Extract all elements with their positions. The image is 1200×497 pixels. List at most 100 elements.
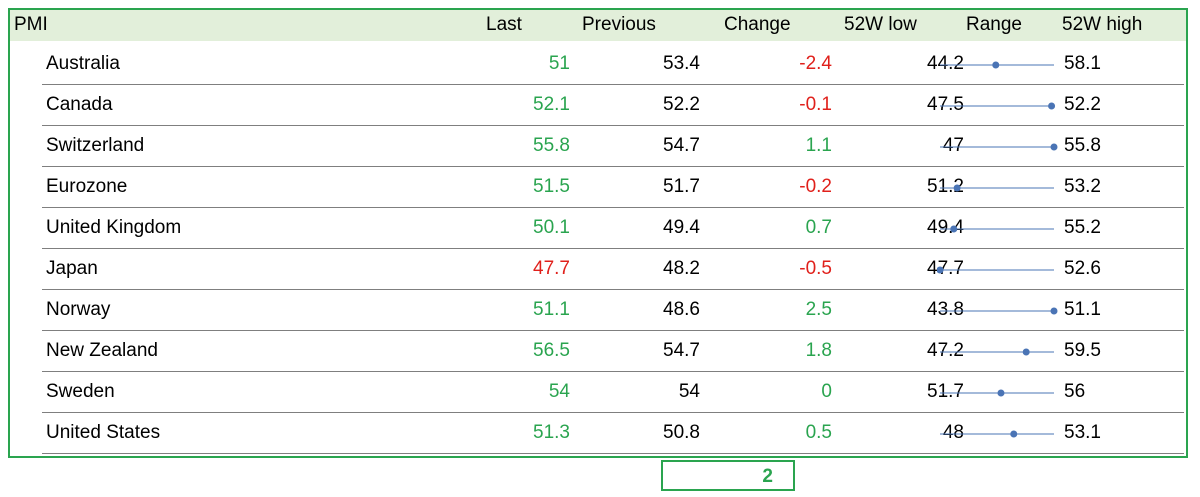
range-marker-dot (937, 266, 944, 274)
last-value: 56.5 (533, 340, 570, 361)
table-row: Norway 51.1 48.6 2.5 43.8 51.1 (42, 289, 1184, 331)
high-value: 56 (1064, 381, 1086, 402)
high-value: 59.5 (1064, 340, 1101, 361)
last-value: 54 (548, 381, 570, 402)
previous-value: 49.4 (663, 217, 700, 238)
country-name: Sweden (46, 381, 115, 402)
country-name: Eurozone (46, 176, 128, 197)
table-row: Sweden 54 54 0 51.7 56 (42, 371, 1184, 413)
low-value: 51.7 (927, 381, 964, 402)
last-value: 47.7 (533, 258, 570, 279)
last-value: 51.5 (533, 176, 570, 197)
previous-value: 52.2 (663, 94, 700, 115)
last-value: 55.8 (533, 135, 570, 156)
header-change: Change (724, 14, 791, 35)
last-value: 50.1 (533, 217, 570, 238)
country-name: New Zealand (46, 340, 158, 361)
high-value: 51.1 (1064, 299, 1101, 320)
range-indicator (940, 102, 1056, 110)
table-row: Switzerland 55.8 54.7 1.1 47 55.8 (42, 125, 1184, 167)
change-value: -2.4 (799, 53, 832, 74)
range-marker-dot (1010, 430, 1018, 438)
low-value: 47.2 (927, 340, 964, 361)
range-indicator (940, 348, 1054, 356)
country-name: United States (46, 422, 161, 443)
header-range: Range (966, 14, 1022, 35)
range-marker-dot (950, 225, 958, 233)
previous-value: 54.7 (663, 135, 700, 156)
country-name: Japan (46, 258, 98, 279)
low-value: 49.4 (927, 217, 964, 238)
high-value: 53.2 (1064, 176, 1101, 197)
previous-value: 54 (678, 381, 700, 402)
range-marker-dot (1050, 143, 1058, 151)
low-value: 48 (942, 422, 964, 443)
range-marker-dot (1048, 102, 1056, 110)
change-value: -0.2 (799, 176, 832, 197)
change-value: 0 (821, 381, 832, 402)
previous-value: 48.6 (663, 299, 700, 320)
range-marker-dot (953, 184, 961, 192)
header-last: Last (486, 14, 522, 35)
range-indicator (937, 266, 1054, 274)
range-indicator (940, 61, 1054, 69)
range-indicator (940, 307, 1058, 315)
table-row: New Zealand 56.5 54.7 1.8 47.2 59.5 (42, 330, 1184, 372)
table-row: Eurozone 51.5 51.7 -0.2 51.2 53.2 (42, 166, 1184, 208)
country-name: Canada (46, 94, 113, 115)
table-row: United States 51.3 50.8 0.5 48 53.1 (42, 412, 1184, 454)
country-name: Norway (46, 299, 111, 320)
header-pmi: PMI (14, 14, 48, 35)
previous-value: 54.7 (663, 340, 700, 361)
change-summary-box: 2 (661, 460, 795, 491)
change-value: 0.5 (805, 422, 832, 443)
low-value: 43.8 (927, 299, 964, 320)
table-row: Australia 51 53.4 -2.4 44.2 58.1 (42, 43, 1184, 85)
country-name: Australia (46, 53, 120, 74)
header-52w-high: 52W high (1062, 14, 1143, 35)
high-value: 52.6 (1064, 258, 1101, 279)
range-indicator (940, 143, 1058, 151)
change-value: -0.5 (799, 258, 832, 279)
range-indicator (940, 389, 1054, 397)
range-marker-dot (992, 61, 1000, 69)
last-value: 51 (548, 53, 570, 74)
high-value: 55.2 (1064, 217, 1101, 238)
change-value: 2.5 (805, 299, 832, 320)
high-value: 55.8 (1064, 135, 1101, 156)
country-name: Switzerland (46, 135, 145, 156)
previous-value: 51.7 (663, 176, 700, 197)
table-row: Japan 47.7 48.2 -0.5 47.7 52.6 (42, 248, 1184, 290)
range-marker-dot (997, 389, 1005, 397)
high-value: 58.1 (1064, 53, 1101, 74)
range-indicator (940, 225, 1054, 233)
change-summary-value: 2 (762, 466, 773, 487)
table-row: United Kingdom 50.1 49.4 0.7 49.4 55.2 (42, 207, 1184, 249)
low-value: 47.7 (927, 258, 964, 279)
low-value: 44.2 (927, 53, 964, 74)
change-value: 1.1 (805, 135, 832, 156)
last-value: 51.1 (533, 299, 570, 320)
range-marker-dot (1050, 307, 1058, 315)
header-previous: Previous (582, 14, 656, 35)
low-value: 47 (942, 135, 964, 156)
range-indicator (940, 430, 1054, 438)
previous-value: 50.8 (663, 422, 700, 443)
high-value: 53.1 (1064, 422, 1101, 443)
header-52w-low: 52W low (844, 14, 917, 35)
change-value: -0.1 (799, 94, 832, 115)
range-marker-dot (1022, 348, 1030, 356)
range-indicator (940, 184, 1054, 192)
previous-value: 48.2 (663, 258, 700, 279)
table-header: PMI Last Previous Change 52W low Range 5… (10, 10, 1186, 41)
pmi-table: PMI Last Previous Change 52W low Range 5… (8, 8, 1188, 458)
high-value: 52.2 (1064, 94, 1101, 115)
change-value: 0.7 (805, 217, 832, 238)
change-value: 1.8 (805, 340, 832, 361)
last-value: 52.1 (533, 94, 570, 115)
low-value: 51.2 (927, 176, 964, 197)
country-name: United Kingdom (46, 217, 182, 238)
table-row: Canada 52.1 52.2 -0.1 47.5 52.2 (42, 84, 1184, 126)
low-value: 47.5 (927, 94, 964, 115)
previous-value: 53.4 (663, 53, 700, 74)
